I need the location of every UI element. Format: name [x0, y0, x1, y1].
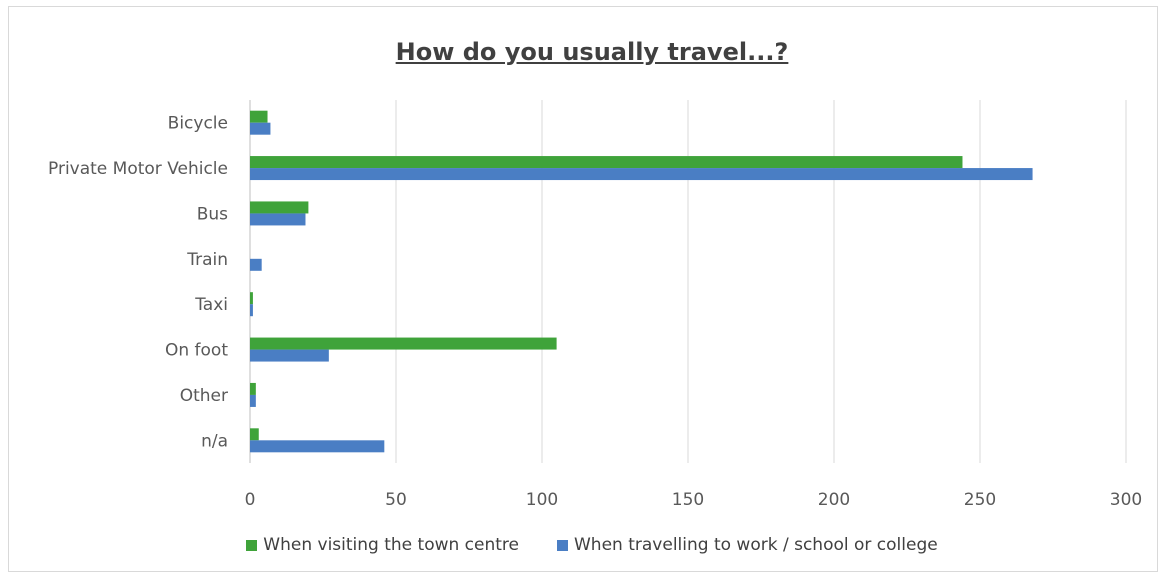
bar-series-0: [250, 156, 963, 169]
legend-label-work-school: When travelling to work / school or coll…: [574, 535, 938, 555]
y-category-label: Taxi: [194, 295, 228, 315]
y-category-label: Other: [180, 386, 228, 406]
bar-chart: 0 50 100 150 200 250 300 Bicycle Private Motor V…: [48, 100, 1142, 510]
legend-swatch-work-school: [557, 539, 568, 551]
legend-label-town-centre: When visiting the town centre: [263, 535, 519, 555]
x-tick-label: 0: [245, 490, 256, 510]
legend-item-work-school: When travelling to work / school or coll…: [557, 535, 938, 555]
bar-series-1: [250, 122, 271, 135]
bar-series-1: [250, 394, 256, 407]
x-tick-label: 50: [385, 490, 407, 510]
chart-frame: [8, 6, 1158, 572]
bar-series-0: [250, 428, 259, 441]
y-category-label: n/a: [201, 431, 228, 451]
bar-series-1: [250, 258, 262, 271]
legend: When visiting the town centre When trave…: [0, 535, 1168, 555]
x-tick-label: 150: [672, 490, 704, 510]
y-category-label: Bicycle: [168, 114, 228, 134]
x-tick-label: 250: [964, 490, 996, 510]
bar-series-1: [250, 304, 253, 317]
bar-series-1: [250, 168, 1033, 181]
x-tick-label: 200: [818, 490, 850, 510]
bar-series-0: [250, 201, 309, 214]
y-category-label: Bus: [197, 204, 228, 224]
bar-series-0: [250, 337, 557, 350]
bar-series-0: [250, 292, 253, 305]
legend-item-town-centre: When visiting the town centre: [246, 535, 519, 555]
legend-swatch-town-centre: [246, 539, 258, 551]
chart-title: How do you usually travel...?: [395, 38, 789, 66]
bar-series-1: [250, 440, 385, 453]
x-tick-label: 100: [526, 490, 558, 510]
bar-series-1: [250, 213, 306, 226]
bar-series-0: [250, 110, 268, 123]
y-category-label: On foot: [165, 341, 228, 361]
bar-series-1: [250, 349, 329, 362]
y-category-label: Private Motor Vehicle: [48, 159, 228, 179]
x-tick-label: 300: [1110, 490, 1142, 510]
bar-series-0: [250, 382, 256, 395]
y-category-label: Train: [186, 250, 228, 270]
